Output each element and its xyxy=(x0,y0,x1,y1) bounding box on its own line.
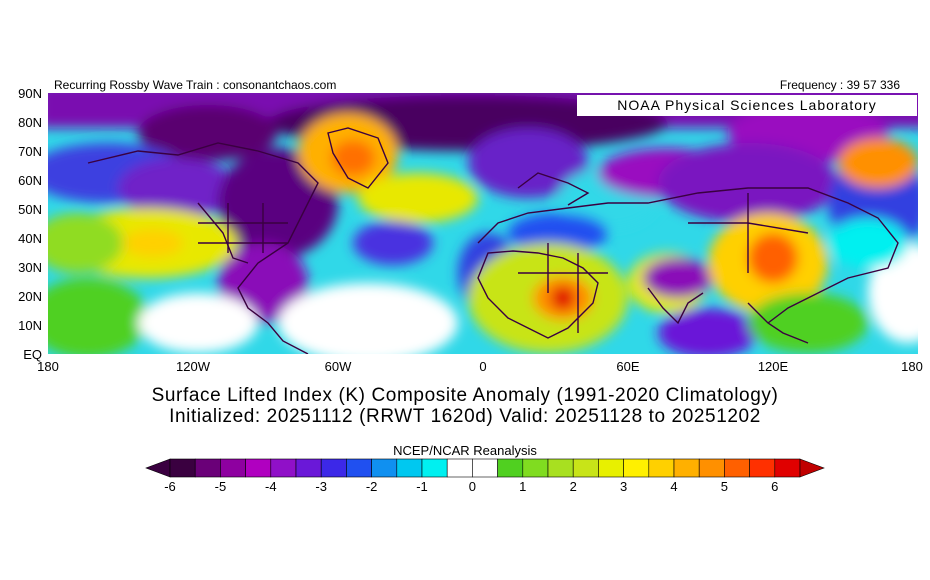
colorbar-tick-label: -1 xyxy=(416,479,428,494)
colorbar-tick-label: 3 xyxy=(619,479,628,494)
header-source: Recurring Rossby Wave Train : consonantc… xyxy=(54,78,337,92)
colorbar xyxy=(145,458,825,478)
lon-label: 180 xyxy=(901,359,923,374)
colorbar-cell xyxy=(270,458,297,478)
colorbar-tick-label: -4 xyxy=(265,479,277,494)
lat-label: 80N xyxy=(18,115,42,130)
lat-label: 10N xyxy=(18,318,42,333)
colorbar-cell xyxy=(673,458,700,478)
colorbar-tick-label: -5 xyxy=(214,479,227,494)
colorbar-cell xyxy=(295,458,322,478)
map-title-line2: Initialized: 20251112 (RRWT 1620d) Valid… xyxy=(169,406,761,427)
colorbar-cell xyxy=(421,458,448,478)
colorbar-cell xyxy=(749,458,776,478)
anomaly-map xyxy=(48,93,918,354)
colorbar-tick-label: 2 xyxy=(569,479,577,494)
header-frequency: Frequency : 39 57 336 xyxy=(779,78,900,92)
colorbar-tick-label: 5 xyxy=(720,479,728,494)
colorbar-cell xyxy=(446,458,473,478)
colorbar-tick-label: -6 xyxy=(164,479,176,494)
colorbar-tick-label: 6 xyxy=(771,479,779,494)
colorbar-cell xyxy=(598,458,624,478)
lat-label: 90N xyxy=(18,86,42,101)
lat-label: 50N xyxy=(18,202,42,217)
lat-label: 70N xyxy=(18,144,42,159)
lat-label: EQ xyxy=(23,347,42,362)
colorbar-cell xyxy=(623,458,650,478)
lon-label: 60E xyxy=(616,359,640,374)
colorbar-arrow-left xyxy=(145,458,171,478)
coastlines xyxy=(87,127,899,354)
colorbar-cell xyxy=(648,458,675,478)
colorbar-cell xyxy=(698,458,725,478)
lat-label: 40N xyxy=(18,231,42,246)
colorbar-cell xyxy=(774,458,801,478)
lat-label: 20N xyxy=(18,289,42,304)
colorbar-cell xyxy=(346,458,372,478)
lon-label: 0 xyxy=(479,359,487,374)
colorbar-tick-label: -2 xyxy=(365,479,378,494)
colorbar-tick-label: -3 xyxy=(315,479,327,494)
credit-label: NOAA Physical Sciences Laboratory xyxy=(577,95,917,116)
colorbar-cell xyxy=(320,458,347,478)
colorbar-cell xyxy=(497,458,524,478)
colorbar-arrow-right xyxy=(799,458,825,478)
colorbar-cell xyxy=(245,458,272,478)
colorbar-cell xyxy=(522,458,549,478)
colorbar-cell xyxy=(724,458,750,478)
colorbar-cell xyxy=(472,458,498,478)
map-title-line1: Surface Lifted Index (K) Composite Anoma… xyxy=(151,385,779,406)
lon-label: 120E xyxy=(757,359,789,374)
colorbar-cell xyxy=(547,458,574,478)
colorbar-tick-label: 0 xyxy=(468,479,476,494)
lon-label: 120W xyxy=(176,359,210,374)
colorbar-cell xyxy=(194,458,221,478)
lon-label: 180 xyxy=(37,359,59,374)
colorbar-cell xyxy=(396,458,423,478)
lon-label: 60W xyxy=(324,359,352,374)
colorbar-cell xyxy=(220,458,246,478)
anomaly-map-svg xyxy=(48,93,918,354)
lat-label: 60N xyxy=(18,173,42,188)
colorbar-tick-label: 1 xyxy=(519,479,527,494)
colorbar-cell xyxy=(169,458,196,478)
colorbar-cell xyxy=(572,458,599,478)
colorbar-tick-label: 4 xyxy=(670,479,678,494)
colorbar-title: NCEP/NCAR Reanalysis xyxy=(393,443,537,458)
lat-label: 30N xyxy=(18,260,42,275)
colorbar-cell xyxy=(371,458,398,478)
